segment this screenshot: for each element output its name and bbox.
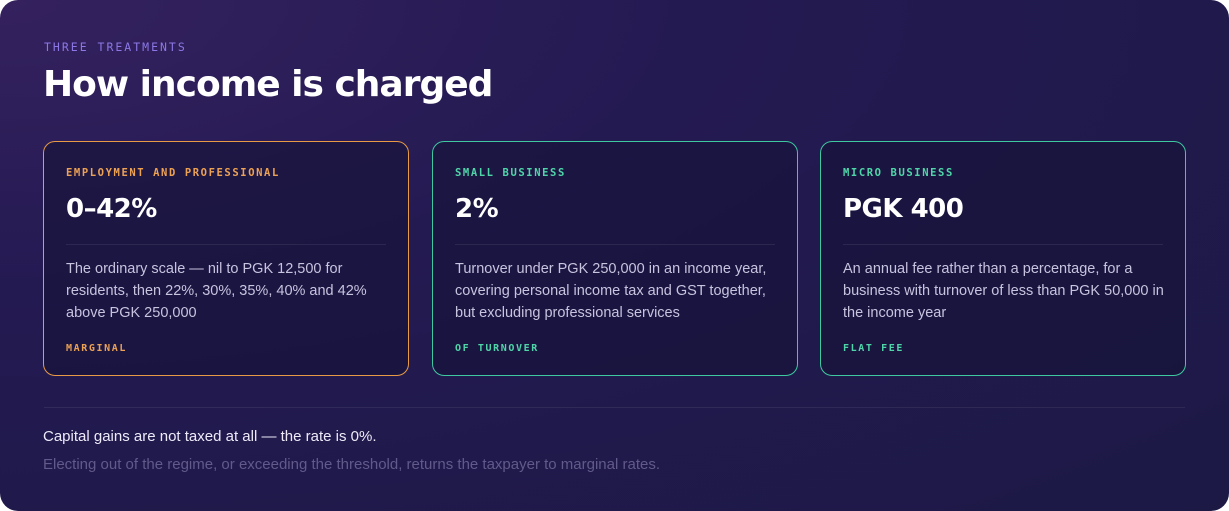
card-label: MICRO BUSINESS: [843, 167, 954, 179]
capital-gains-note: Capital gains are not taxed at all — the…: [43, 428, 377, 445]
card-tag: OF TURNOVER: [455, 343, 539, 354]
footer-divider: [44, 407, 1185, 408]
card-divider: [843, 244, 1163, 245]
card-description: An annual fee rather than a percentage, …: [843, 261, 1164, 321]
card-micro-business: MICRO BUSINESS PGK 400 An annual fee rat…: [820, 141, 1186, 376]
card-divider: [455, 244, 775, 245]
card-description: Turnover under PGK 250,000 in an income …: [455, 261, 767, 321]
section-title: How income is charged: [43, 64, 493, 105]
card-divider: [66, 244, 386, 245]
card-rate: 0–42%: [66, 194, 157, 224]
card-tag: MARGINAL: [66, 343, 127, 354]
card-description: The ordinary scale — nil to PGK 12,500 f…: [66, 261, 367, 321]
regime-exit-note: Electing out of the regime, or exceeding…: [43, 456, 661, 473]
card-tag: FLAT FEE: [843, 343, 904, 354]
section-eyebrow: THREE TREATMENTS: [44, 40, 187, 54]
card-small-business: SMALL BUSINESS 2% Turnover under PGK 250…: [432, 141, 798, 376]
card-employment-professional: EMPLOYMENT AND PROFESSIONAL 0–42% The or…: [43, 141, 409, 376]
card-rate: 2%: [455, 194, 499, 224]
card-label: SMALL BUSINESS: [455, 167, 566, 179]
card-label: EMPLOYMENT AND PROFESSIONAL: [66, 167, 280, 179]
card-rate: PGK 400: [843, 194, 964, 224]
